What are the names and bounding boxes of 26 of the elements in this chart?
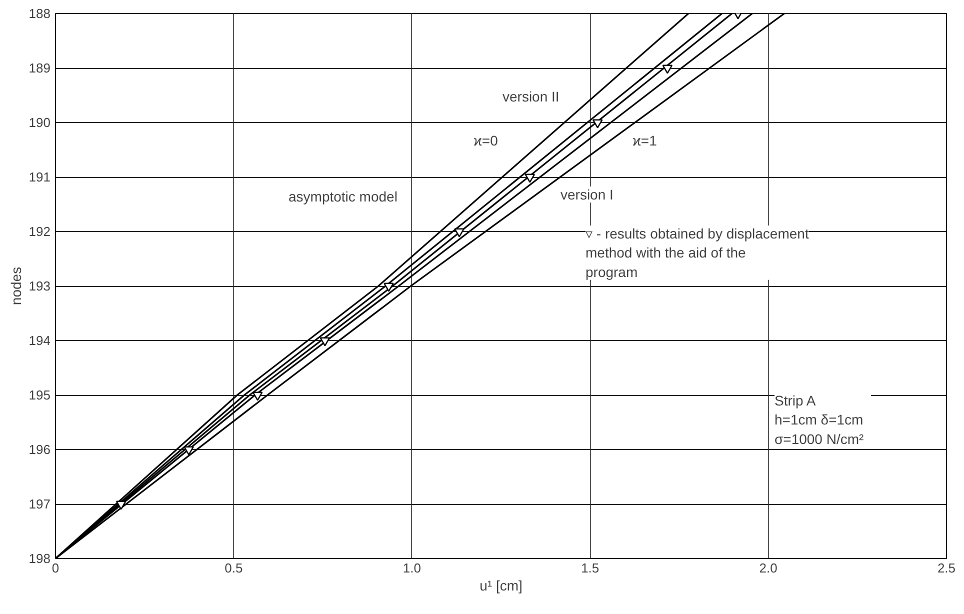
x-tick-label: 1.0: [402, 560, 421, 576]
annotation: asymptotic model: [288, 188, 398, 204]
annotation: ▿ - results obtained by displacement method with the aid of the program: [586, 226, 809, 280]
x-tick-label: 2.0: [759, 560, 778, 576]
x-tick-label: 2.5: [937, 560, 956, 576]
y-tick-label: 191: [28, 170, 51, 184]
y-tick-label: 195: [28, 388, 51, 402]
annotation: Strip A h=1cm δ=1cm σ=1000 N/cm²: [774, 392, 864, 447]
y-tick-label: 194: [28, 333, 51, 348]
x-tick-label: 0: [52, 560, 60, 576]
annotation: ϰ=0: [474, 132, 498, 148]
y-axis-title: nodes: [8, 266, 24, 306]
annotation: version II: [502, 88, 560, 104]
y-tick-label: 188: [28, 6, 51, 21]
y-tick-label: 189: [28, 60, 51, 76]
x-tick-label: 1.5: [581, 560, 600, 576]
annotation: version I: [560, 186, 614, 202]
y-tick-label: 193: [28, 278, 51, 294]
x-axis-title: u¹ [cm]: [480, 578, 522, 594]
y-tick-label: 190: [28, 115, 51, 130]
y-tick-label: 192: [28, 224, 51, 239]
y-tick-label: 197: [28, 496, 51, 512]
y-tick-label: 198: [28, 551, 51, 566]
annotation: ϰ=1: [632, 132, 658, 148]
x-tick-label: 0.5: [224, 560, 243, 576]
y-tick-label: 196: [28, 442, 51, 457]
